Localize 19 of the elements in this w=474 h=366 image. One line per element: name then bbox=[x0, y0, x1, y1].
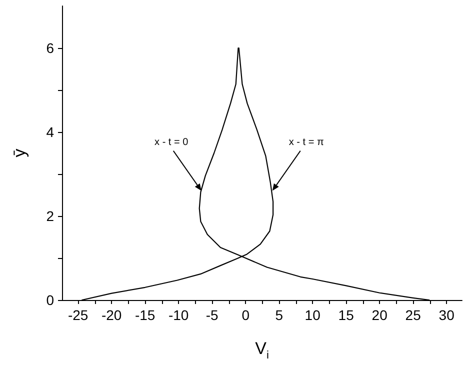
x-tick-label: 10 bbox=[304, 307, 321, 323]
x-tick-label: -20 bbox=[101, 307, 122, 323]
x-tick-label: -15 bbox=[134, 307, 156, 323]
y-tick-label: 6 bbox=[46, 40, 54, 56]
x-tick-label: 25 bbox=[405, 307, 422, 323]
x-tick-label: 5 bbox=[275, 307, 284, 323]
y-tick-label: 0 bbox=[46, 292, 54, 308]
y-axis-title: ȳ bbox=[10, 148, 29, 158]
x-tick-label: 20 bbox=[372, 307, 388, 323]
x-tick-label: -5 bbox=[206, 307, 219, 323]
annotation: x - t = 0 bbox=[154, 136, 189, 148]
x-tick-label: -25 bbox=[68, 307, 88, 323]
x-tick-label: -10 bbox=[168, 307, 189, 323]
y-tick-label: 4 bbox=[46, 124, 54, 140]
x-tick-label: 15 bbox=[338, 307, 354, 323]
annotation: x - t = π bbox=[288, 136, 324, 148]
y-tick-label: 2 bbox=[46, 208, 54, 224]
x-tick-label: 30 bbox=[438, 307, 455, 323]
x-tick-label: 0 bbox=[242, 307, 250, 323]
